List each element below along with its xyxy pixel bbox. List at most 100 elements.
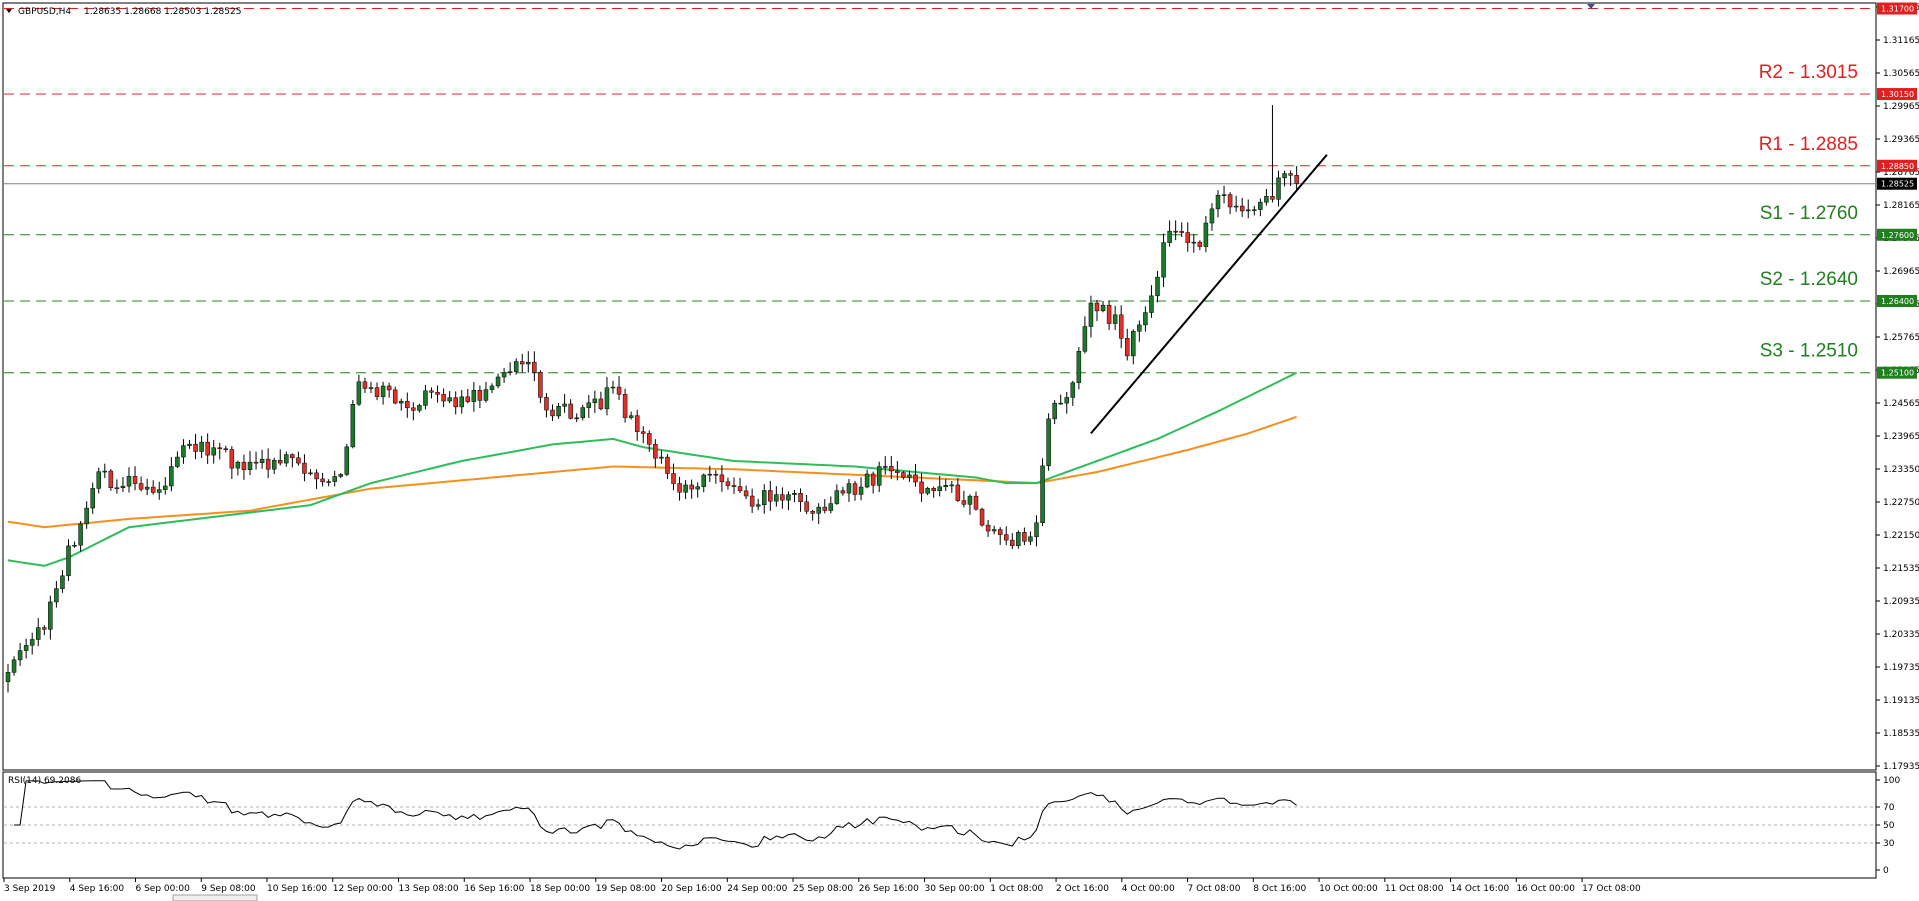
support-price-tag-label: 1.26400	[1881, 297, 1914, 306]
bullish-candle	[284, 454, 289, 464]
bearish-candle	[429, 390, 434, 393]
bearish-candle	[743, 490, 749, 497]
bullish-candle	[90, 488, 95, 509]
bullish-candle	[1155, 276, 1160, 297]
bullish-candle	[1131, 331, 1136, 357]
bullish-candle	[834, 490, 840, 504]
bullish-candle	[54, 588, 59, 603]
bearish-candle	[435, 392, 440, 395]
bullish-candle	[1149, 295, 1154, 313]
time-tick-label: 17 Oct 08:00	[1582, 884, 1641, 894]
bullish-candle	[1233, 205, 1239, 208]
resistance-price-tag	[1877, 159, 1917, 172]
bullish-candle	[586, 402, 592, 408]
bearish-candle	[532, 361, 537, 373]
bullish-candle	[1161, 242, 1166, 278]
bearish-candle	[919, 481, 924, 494]
time-axis: 3 Sep 2019 4 Sep 16:00 6 Sep 00:00 9 Sep 08…	[3, 878, 1641, 894]
bullish-candle	[163, 485, 168, 490]
bullish-candle	[48, 601, 53, 630]
bearish-candle	[108, 470, 114, 488]
bullish-candle	[308, 472, 313, 475]
bearish-candle	[205, 441, 210, 456]
bearish-candle	[1179, 231, 1184, 233]
bearish-candle	[253, 461, 259, 464]
bullish-candle	[580, 407, 585, 419]
bullish-candle	[513, 361, 519, 372]
bullish-candle	[967, 495, 973, 505]
rsi-axis: 100 70 50 30 0	[1876, 776, 1900, 876]
rsi-tick-label: 100	[1883, 776, 1900, 786]
bearish-candle	[689, 484, 694, 490]
bearish-candle	[1288, 173, 1293, 176]
bullish-candle	[399, 400, 404, 404]
bearish-candle	[749, 495, 755, 507]
trendline	[1090, 154, 1328, 435]
bearish-candle	[979, 508, 985, 526]
time-tick-label: 4 Sep 16:00	[70, 884, 125, 894]
rsi-line	[14, 780, 1297, 850]
bearish-candle	[798, 493, 803, 503]
bearish-candle	[725, 481, 731, 486]
bearish-candle	[840, 490, 846, 494]
bullish-candle	[1258, 201, 1263, 210]
time-tick-label: 18 Sep 00:00	[530, 884, 590, 894]
bearish-candle	[961, 500, 967, 505]
price-tick-label: 1.22750	[1883, 498, 1919, 508]
resistance-price-tag-label: 1.31700	[1881, 5, 1914, 14]
bullish-candle	[876, 466, 882, 486]
bearish-candle	[913, 474, 918, 483]
bullish-candle	[1088, 302, 1094, 327]
bullish-candle	[574, 417, 579, 420]
price-tick-label: 1.28165	[1883, 201, 1919, 211]
bearish-candle	[1227, 194, 1233, 208]
time-tick-label: 13 Sep 08:00	[399, 884, 459, 894]
bullish-candle	[1167, 230, 1172, 243]
rsi-panel: RSI(14) 69.2086	[2, 771, 1877, 879]
bullish-candle	[1191, 241, 1197, 244]
bearish-candle	[955, 484, 961, 501]
bullish-candle	[271, 459, 277, 470]
bullish-candle	[120, 485, 126, 489]
bullish-candle	[495, 376, 501, 387]
bullish-candle	[1082, 326, 1088, 352]
bearish-candle	[477, 390, 483, 401]
bearish-candle	[622, 393, 628, 418]
bullish-candle	[1034, 522, 1039, 538]
bearish-candle	[193, 443, 198, 452]
bearish-candle	[550, 409, 555, 417]
chart-tab[interactable]	[172, 894, 258, 901]
bullish-candle	[417, 405, 422, 411]
bullish-candle	[259, 458, 265, 464]
bearish-candle	[665, 456, 670, 474]
bearish-candle	[278, 459, 283, 464]
price-tick-label: 1.19135	[1883, 696, 1919, 706]
price-tick-label: 1.24565	[1883, 399, 1919, 409]
price-tick-label: 1.25765	[1883, 333, 1919, 343]
bearish-candle	[411, 407, 416, 411]
bullish-candle	[526, 361, 531, 365]
resistance-price-tag	[1877, 2, 1917, 15]
bullish-candle	[1276, 177, 1281, 200]
bearish-candle	[1022, 532, 1027, 542]
bullish-candle	[774, 494, 779, 502]
price-tick-label: 1.20335	[1883, 630, 1919, 640]
bullish-candle	[659, 456, 664, 459]
bearish-candle	[302, 462, 307, 474]
bullish-candle	[695, 486, 700, 490]
bullish-candle	[5, 672, 11, 682]
bullish-candle	[1215, 194, 1221, 210]
bullish-candle	[1282, 173, 1287, 179]
bearish-candle	[737, 486, 743, 492]
bullish-candle	[157, 489, 162, 493]
bearish-candle	[392, 389, 398, 404]
bearish-candle	[441, 394, 446, 402]
time-tick-label: 9 Sep 08:00	[201, 884, 256, 894]
bullish-candle	[828, 503, 834, 511]
time-tick-label: 14 Oct 16:00	[1451, 884, 1510, 894]
bullish-candle	[29, 639, 35, 646]
bullish-candle	[786, 494, 791, 501]
time-tick-label: 10 Oct 00:00	[1319, 884, 1378, 894]
